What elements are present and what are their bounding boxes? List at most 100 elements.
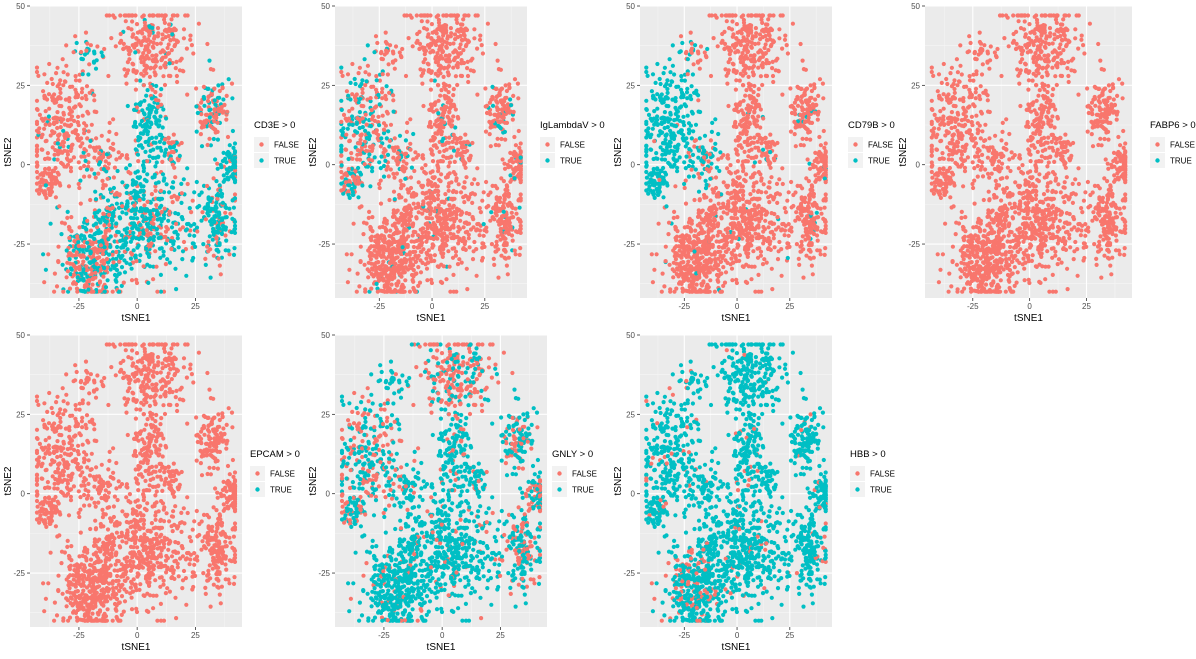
point-true bbox=[154, 181, 158, 185]
point-false bbox=[447, 136, 451, 140]
point-false bbox=[735, 22, 739, 26]
point-true bbox=[375, 78, 379, 82]
point-false bbox=[511, 110, 515, 114]
point-true bbox=[125, 191, 129, 195]
point-false bbox=[408, 218, 412, 222]
point-true bbox=[153, 164, 157, 168]
point-true bbox=[358, 97, 362, 101]
point-true bbox=[117, 272, 121, 276]
point-false bbox=[36, 176, 40, 180]
point-false bbox=[163, 83, 167, 87]
point-false bbox=[67, 226, 71, 230]
point-true bbox=[232, 246, 236, 250]
point-false bbox=[152, 13, 156, 17]
point-false bbox=[358, 141, 362, 145]
point-false bbox=[387, 91, 391, 95]
point-false bbox=[443, 105, 447, 109]
point-true bbox=[66, 210, 70, 214]
point-true bbox=[368, 184, 372, 188]
point-false bbox=[461, 195, 465, 199]
point-false bbox=[342, 113, 346, 117]
point-false bbox=[455, 176, 459, 180]
point-false bbox=[506, 163, 510, 167]
point-false bbox=[142, 83, 146, 87]
point-false bbox=[457, 30, 461, 34]
point-false bbox=[408, 117, 412, 121]
point-false bbox=[163, 137, 167, 141]
point-false bbox=[379, 144, 383, 148]
point-true bbox=[141, 189, 145, 193]
point-false bbox=[449, 123, 453, 127]
point-true bbox=[138, 182, 142, 186]
point-false bbox=[360, 104, 364, 108]
point-true bbox=[120, 265, 124, 269]
point-false bbox=[399, 195, 403, 199]
point-false bbox=[100, 134, 104, 138]
point-false bbox=[352, 133, 356, 137]
point-true bbox=[143, 150, 147, 154]
point-true bbox=[220, 231, 224, 235]
point-true bbox=[398, 134, 402, 138]
point-true bbox=[688, 159, 692, 163]
point-false bbox=[101, 275, 105, 279]
point-true bbox=[56, 141, 60, 145]
point-false bbox=[55, 66, 59, 70]
point-false bbox=[816, 94, 820, 98]
point-false bbox=[54, 195, 58, 199]
point-false bbox=[357, 284, 361, 288]
point-false bbox=[160, 32, 164, 36]
point-true bbox=[105, 152, 109, 156]
point-false bbox=[156, 34, 160, 38]
point-false bbox=[448, 290, 452, 294]
point-false bbox=[356, 148, 360, 152]
point-false bbox=[709, 138, 713, 142]
point-false bbox=[761, 262, 765, 266]
point-true bbox=[140, 214, 144, 218]
point-false bbox=[79, 136, 83, 140]
point-false bbox=[376, 115, 380, 119]
point-false bbox=[787, 222, 791, 226]
point-false bbox=[81, 114, 85, 118]
point-false bbox=[469, 227, 473, 231]
point-false bbox=[51, 98, 55, 102]
point-false bbox=[361, 116, 365, 120]
point-false bbox=[499, 254, 503, 258]
point-false bbox=[440, 233, 444, 237]
point-false bbox=[134, 43, 138, 47]
point-false bbox=[454, 18, 458, 22]
point-false bbox=[170, 140, 174, 144]
point-false bbox=[148, 31, 152, 35]
point-false bbox=[453, 37, 457, 41]
point-false bbox=[403, 206, 407, 210]
point-false bbox=[454, 254, 458, 258]
point-false bbox=[406, 245, 410, 249]
point-true bbox=[518, 206, 522, 210]
point-false bbox=[447, 119, 451, 123]
point-false bbox=[35, 70, 39, 74]
point-true bbox=[233, 141, 237, 145]
point-false bbox=[398, 259, 402, 263]
point-true bbox=[142, 111, 146, 115]
point-true bbox=[158, 114, 162, 118]
point-true bbox=[716, 132, 720, 136]
point-true bbox=[216, 138, 220, 142]
point-false bbox=[77, 244, 81, 248]
point-false bbox=[174, 222, 178, 226]
point-false bbox=[504, 257, 508, 261]
point-true bbox=[353, 77, 357, 81]
x-tick-label: 25 bbox=[480, 302, 489, 311]
point-true bbox=[120, 180, 124, 184]
point-false bbox=[154, 56, 158, 60]
point-false bbox=[90, 242, 94, 246]
point-false bbox=[458, 219, 462, 223]
point-false bbox=[810, 183, 814, 187]
legend-key-true bbox=[259, 158, 263, 162]
point-false bbox=[461, 48, 465, 52]
point-false bbox=[385, 168, 389, 172]
point-true bbox=[98, 219, 102, 223]
point-false bbox=[415, 32, 419, 36]
point-false bbox=[182, 36, 186, 40]
point-false bbox=[392, 249, 396, 253]
point-false bbox=[456, 230, 460, 234]
point-true bbox=[149, 149, 153, 153]
